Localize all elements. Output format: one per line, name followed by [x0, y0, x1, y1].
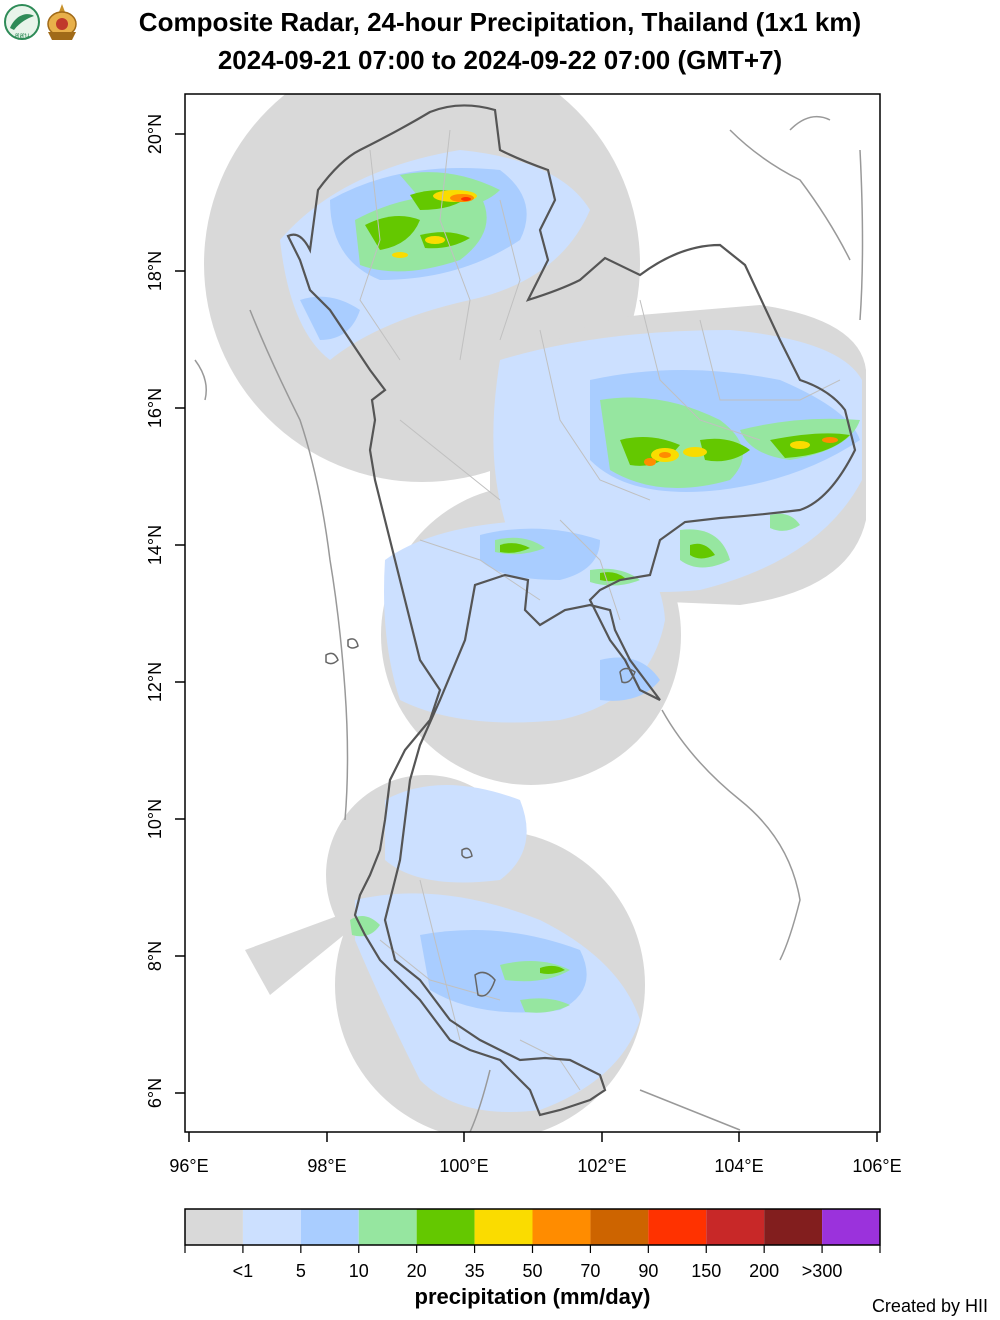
- legend-swatch: [590, 1209, 649, 1245]
- y-tick-label: 6°N: [145, 1078, 165, 1108]
- legend-swatch: [300, 1209, 359, 1245]
- legend-label: >300: [802, 1261, 843, 1281]
- legend-label: 20: [407, 1261, 427, 1281]
- legend-label: 70: [580, 1261, 600, 1281]
- map-title: Composite Radar, 24-hour Precipitation, …: [138, 7, 862, 37]
- map-subtitle: 2024-09-21 07:00 to 2024-09-22 07:00 (GM…: [217, 45, 783, 75]
- legend-label: 150: [691, 1261, 721, 1281]
- y-tick-label: 8°N: [145, 941, 165, 971]
- map-content: [194, 94, 866, 1132]
- y-tick-label: 14°N: [145, 525, 165, 565]
- y-tick-label: 12°N: [145, 662, 165, 702]
- legend-swatch: [764, 1209, 823, 1245]
- x-tick-label: 102°E: [577, 1156, 626, 1176]
- legend-swatch: [648, 1209, 707, 1245]
- credit-text: Created by HII: [871, 1296, 988, 1316]
- legend-label: <1: [233, 1261, 254, 1281]
- legend-label: 5: [296, 1261, 306, 1281]
- royal-emblem-logo: [42, 2, 82, 47]
- legend-label: 200: [749, 1261, 779, 1281]
- coast-islands: [325, 638, 636, 997]
- legend-colorbar: [184, 1208, 881, 1253]
- legend-swatch: [358, 1209, 417, 1245]
- x-tick-label: 106°E: [852, 1156, 901, 1176]
- legend-swatch: [706, 1209, 765, 1245]
- thailand-border: [286, 104, 857, 1117]
- x-axis: [188, 1132, 878, 1142]
- x-tick-label: 100°E: [439, 1156, 488, 1176]
- legend-label: 35: [465, 1261, 485, 1281]
- legend-label: 10: [349, 1261, 369, 1281]
- legend-swatch: [242, 1209, 301, 1245]
- hii-logo: สสน: [2, 2, 42, 47]
- x-tick-label: 96°E: [169, 1156, 208, 1176]
- x-tick-label: 98°E: [307, 1156, 346, 1176]
- legend-label: 90: [638, 1261, 658, 1281]
- legend-title: precipitation (mm/day): [414, 1284, 651, 1309]
- legend-swatch: [822, 1209, 880, 1245]
- legend-swatch: [474, 1209, 533, 1245]
- province-boundaries: [359, 129, 841, 1091]
- legend-swatch: [185, 1209, 243, 1245]
- y-tick-label: 10°N: [145, 799, 165, 839]
- neighbor-borders: [194, 115, 864, 1132]
- x-tick-label: 104°E: [714, 1156, 763, 1176]
- plot-frame: [184, 93, 881, 1133]
- legend-labels: <1 5 10 20 35 50 70 90 150 200 >300: [233, 1261, 843, 1281]
- rain-intense: [392, 190, 838, 466]
- legend-label: 50: [522, 1261, 542, 1281]
- y-tick-label: 20°N: [145, 114, 165, 154]
- y-tick-label: 18°N: [145, 251, 165, 291]
- legend-swatch: [416, 1209, 475, 1245]
- hii-logo-text: สสน: [14, 31, 30, 40]
- y-axis: [175, 133, 185, 1094]
- y-tick-label: 16°N: [145, 388, 165, 428]
- legend-swatch: [532, 1209, 591, 1245]
